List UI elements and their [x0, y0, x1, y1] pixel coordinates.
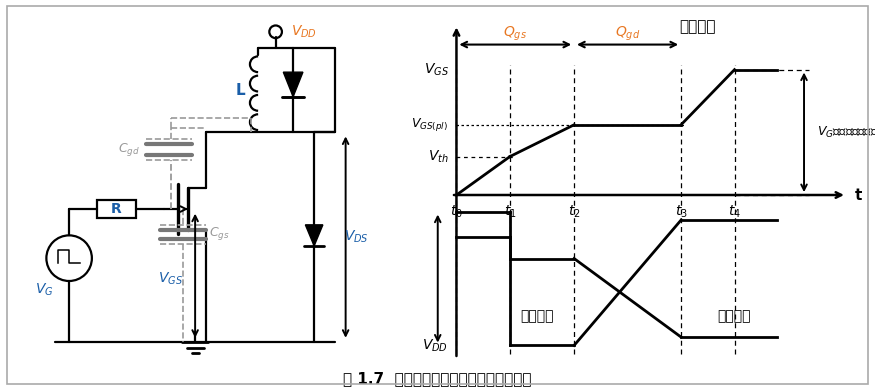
Text: 图 1.7  栅极充电电路和波形（电感负载）: 图 1.7 栅极充电电路和波形（电感负载） [343, 371, 532, 386]
Text: $t_2$: $t_2$ [568, 203, 580, 220]
Text: $V_{DS}$: $V_{DS}$ [344, 229, 368, 245]
Text: $V_{GS}$: $V_{GS}$ [424, 62, 449, 78]
Text: $V_{DD}$: $V_{DD}$ [291, 23, 318, 40]
Text: $V_{GS(pl)}$: $V_{GS(pl)}$ [411, 116, 449, 133]
Text: L: L [235, 83, 245, 98]
Text: R: R [111, 202, 122, 216]
Text: $V_G$: $V_G$ [35, 281, 54, 298]
Bar [97, 200, 136, 218]
Text: $V_G$（栅极驱动电压）: $V_G$（栅极驱动电压） [817, 125, 875, 140]
Text: $C_{gs}$: $C_{gs}$ [209, 225, 230, 242]
Text: $Q_{gs}$: $Q_{gs}$ [503, 24, 528, 43]
Text: $t_3$: $t_3$ [675, 203, 688, 220]
Text: $t_1$: $t_1$ [504, 203, 516, 220]
Text: 栅极电压: 栅极电压 [679, 19, 716, 34]
Text: $Q_{gd}$: $Q_{gd}$ [615, 24, 640, 43]
Text: t: t [855, 188, 862, 202]
Text: $V_{th}$: $V_{th}$ [428, 148, 449, 165]
Text: $t_0$: $t_0$ [450, 203, 463, 220]
Text: $V_{GS}$: $V_{GS}$ [158, 271, 183, 287]
Text: 漏极电流: 漏极电流 [718, 309, 752, 323]
Polygon shape [284, 72, 303, 97]
Text: $C_{gd}$: $C_{gd}$ [117, 141, 140, 158]
Text: $V_{DD}$: $V_{DD}$ [423, 337, 449, 354]
Text: 漏极电压: 漏极电压 [520, 309, 553, 323]
Text: $t_4$: $t_4$ [728, 203, 741, 220]
Polygon shape [305, 225, 323, 246]
